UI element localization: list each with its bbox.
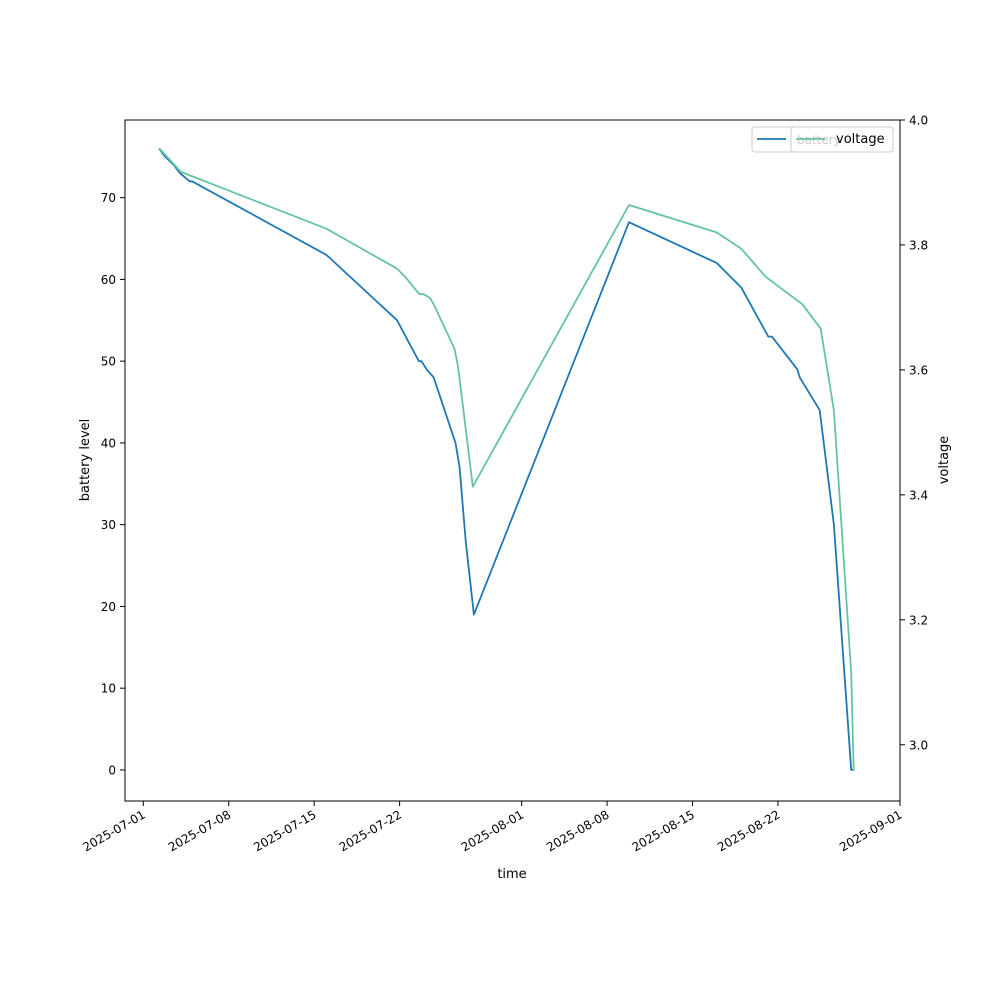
- x-tick-label: 2025-08-22: [715, 807, 782, 854]
- series-line-voltage: [158, 147, 855, 770]
- y-left-tick-label: 0: [108, 763, 116, 777]
- series-layer: [158, 147, 855, 771]
- x-axis-label: time: [497, 867, 526, 882]
- y-left-axis-label: battery level: [78, 419, 93, 502]
- axes-layer: [124, 119, 901, 802]
- y-left-tick-label: 20: [101, 600, 116, 614]
- y-right-tick-label: 4.0: [909, 114, 928, 128]
- x-tick-label: 2025-07-22: [337, 807, 404, 854]
- x-tick-label: 2025-08-01: [459, 807, 526, 854]
- y-right-tick-label: 3.2: [909, 613, 928, 627]
- x-tick-label: 2025-08-15: [630, 807, 697, 854]
- x-tick-label: 2025-07-15: [251, 807, 318, 854]
- y-right-tick-label: 3.8: [909, 238, 928, 252]
- y-right-tick-label: 3.4: [909, 488, 928, 502]
- y-right-axis-label: voltage: [937, 436, 952, 485]
- ticks-layer: 2025-07-01 2025-07-08 2025-07-15 2025-07-22…: [80, 114, 928, 855]
- legend-layer: batteryvoltage: [751, 126, 894, 153]
- y-left-tick-label: 30: [101, 518, 116, 532]
- x-tick-label: 2025-09-01: [837, 807, 904, 854]
- x-tick-label: 2025-08-08: [544, 807, 611, 854]
- legend-box-voltage: [790, 126, 894, 153]
- y-left-tick-label: 60: [101, 273, 116, 287]
- y-right-tick-label: 3.6: [909, 363, 928, 377]
- y-left-tick-label: 50: [101, 355, 116, 369]
- y-left-tick-label: 70: [101, 191, 116, 205]
- legend-label-voltage: voltage: [836, 132, 885, 147]
- y-right-tick-label: 3.0: [909, 738, 928, 752]
- y-left-tick-label: 10: [101, 682, 116, 696]
- series-line-battery: [158, 148, 854, 771]
- y-left-tick-label: 40: [101, 436, 116, 450]
- x-tick-label: 2025-07-01: [80, 807, 147, 854]
- plot-frame: [124, 119, 901, 802]
- x-tick-label: 2025-07-08: [166, 807, 233, 854]
